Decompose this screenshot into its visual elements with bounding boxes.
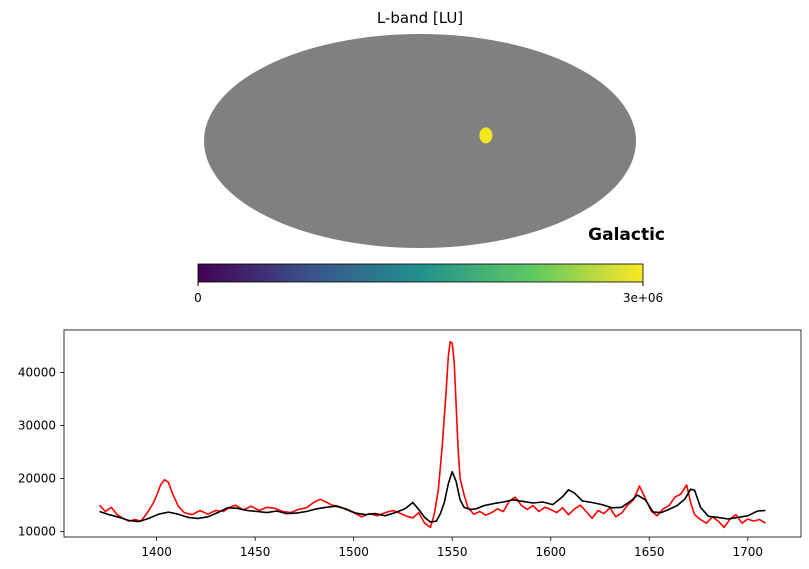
- y-tick-label: 10000: [18, 525, 56, 539]
- bright-source-hotspot: [479, 127, 493, 144]
- y-axis: 10000 20000 30000 40000: [18, 365, 64, 539]
- red-spectrum-line: [98, 340, 766, 529]
- colorbar: [197, 263, 644, 283]
- x-tick-label: 1400: [141, 545, 172, 559]
- coordinate-system-label: Galactic: [588, 225, 665, 245]
- x-tick-label: 1700: [733, 545, 764, 559]
- x-tick-label: 1650: [634, 545, 665, 559]
- x-tick-label: 1450: [240, 545, 271, 559]
- y-tick-label: 20000: [18, 472, 56, 486]
- x-tick-label: 1500: [338, 545, 369, 559]
- x-tick-label: 1550: [437, 545, 468, 559]
- x-axis: 1400 1450 1500 1550 1600 1650 1700: [141, 537, 763, 559]
- colorbar-max-label: 3e+06: [623, 291, 663, 305]
- spectrum-series: [98, 340, 766, 529]
- mollweide-sky-map: [204, 34, 636, 248]
- y-tick-label: 30000: [18, 419, 56, 433]
- map-title: L-band [LU]: [377, 9, 463, 27]
- colorbar-min-label: 0: [194, 291, 202, 305]
- y-tick-label: 40000: [18, 365, 56, 379]
- spectrum-plot-area: [63, 329, 802, 538]
- hotspot-marker: [479, 127, 493, 144]
- x-tick-label: 1600: [535, 545, 566, 559]
- black-spectrum-line: [99, 470, 766, 523]
